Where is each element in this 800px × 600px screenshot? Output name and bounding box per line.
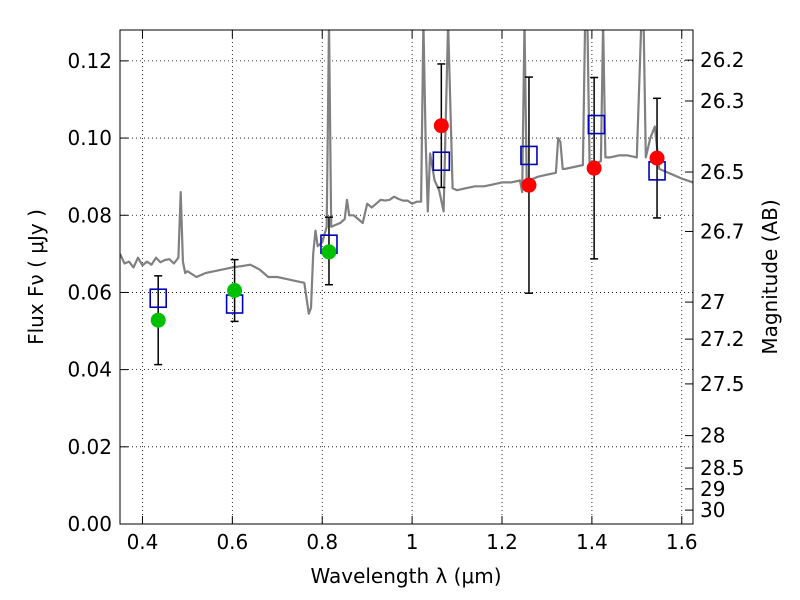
- y2-tick-label: 26.2: [700, 48, 745, 72]
- axes-frame: [119, 29, 694, 525]
- model-photometry-square: [432, 151, 451, 172]
- y2-tick-label: 27: [700, 290, 725, 314]
- plot-area: [120, 30, 693, 524]
- y-tick-label: 0.10: [67, 126, 112, 150]
- x-tick-label: 1: [406, 530, 419, 554]
- x-tick-label: 0.8: [306, 530, 338, 554]
- x-tick-label: 1.4: [576, 530, 608, 554]
- axes: 0.4 0.6 0.8 1 1.2 1.4 1.6 0.00 0.02 0.04 0.06 0.08 0…: [67, 29, 745, 554]
- y-tick-label: 0.06: [67, 280, 112, 304]
- x-tick-label: 0.6: [216, 530, 248, 554]
- model-photometry-square: [587, 114, 606, 135]
- data-layer: [120, 30, 693, 366]
- x-tick-label: 1.6: [666, 530, 698, 554]
- y2-tick-label: 28: [700, 424, 725, 448]
- y2-tick-label: 28.5: [700, 456, 745, 480]
- y-tick-label: 0.04: [67, 358, 112, 382]
- observed-flux-point: [321, 244, 337, 260]
- observed-flux-point: [649, 150, 665, 166]
- x-tick-label: 1.2: [486, 530, 518, 554]
- y2-tick-label: 30: [700, 498, 725, 522]
- y-axis-label: Flux Fν ( μJy ): [24, 209, 48, 345]
- y-tick-label: 0.08: [67, 203, 112, 227]
- x-tick-label: 0.4: [127, 530, 159, 554]
- observed-flux-point: [586, 160, 602, 176]
- y2-tick-label: 26.5: [700, 160, 745, 184]
- observed-flux-point: [150, 312, 166, 328]
- x-axis-label: Wavelength λ (μm): [310, 564, 501, 588]
- y2-tick-label: 26.7: [700, 219, 745, 243]
- observed-flux-point: [227, 283, 243, 299]
- y2-tick-label: 26.3: [700, 89, 745, 113]
- y2-tick-label: 27.5: [700, 372, 745, 396]
- observed-flux-point: [433, 118, 449, 134]
- y2-axis-label: Magnitude (AB): [758, 199, 782, 354]
- y-tick-label: 0.12: [67, 49, 112, 73]
- y-tick-label: 0.00: [67, 512, 112, 536]
- model-photometry-square: [149, 288, 167, 309]
- model-photometry-square: [520, 145, 538, 166]
- y2-tick-label: 27.2: [700, 327, 745, 351]
- y-tick-label: 0.02: [67, 435, 112, 459]
- observed-flux-point: [521, 177, 537, 193]
- y2-tick-label: 29: [700, 477, 725, 501]
